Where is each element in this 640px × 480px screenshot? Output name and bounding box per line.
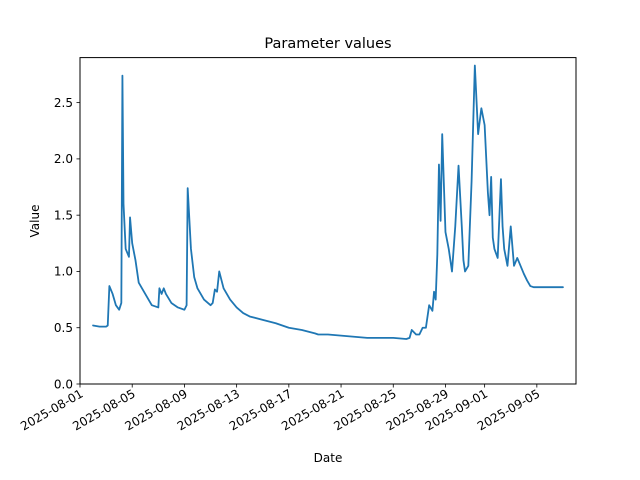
y-axis: 0.0 0.5 1.0 1.5 2.0 2.5 <box>54 96 80 391</box>
x-axis-label: Date <box>314 451 343 465</box>
y-tick-label: 2.0 <box>54 152 73 166</box>
y-tick-label: 0.0 <box>54 377 73 391</box>
y-tick-label: 1.0 <box>54 265 73 279</box>
series-line <box>92 64 564 340</box>
y-axis-label: Value <box>28 205 42 238</box>
y-tick-label: 2.5 <box>54 96 73 110</box>
y-tick-label: 0.5 <box>54 321 73 335</box>
x-axis: 2025-08-012025-08-052025-08-092025-08-13… <box>18 384 542 433</box>
y-tick-label: 1.5 <box>54 208 73 222</box>
chart-title: Parameter values <box>264 36 391 52</box>
plot-area <box>79 57 577 385</box>
series-layer <box>92 64 564 340</box>
